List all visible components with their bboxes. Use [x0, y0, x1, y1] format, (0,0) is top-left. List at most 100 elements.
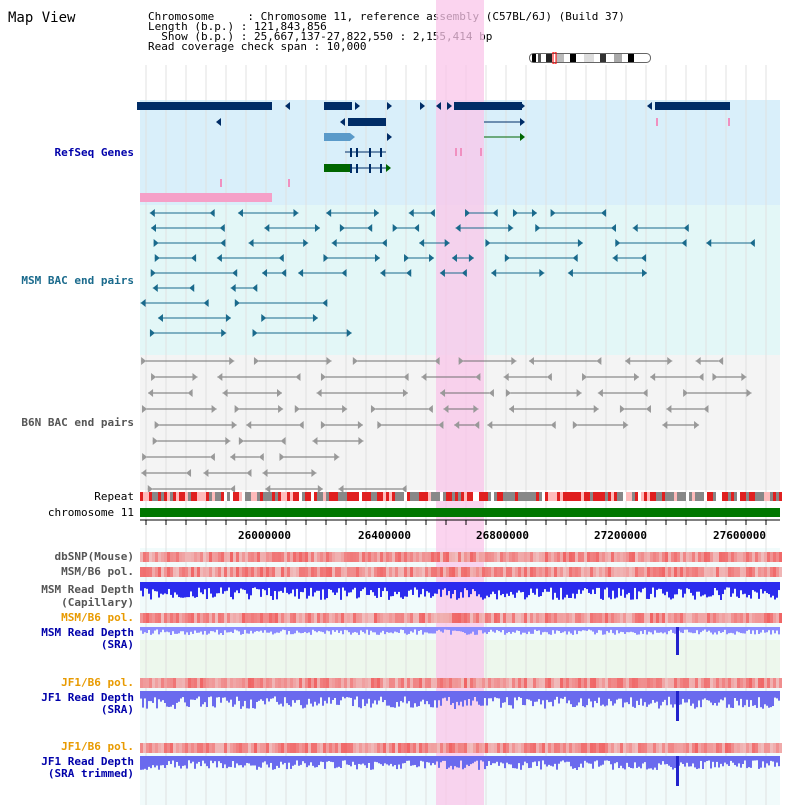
msm-pol-heat — [521, 567, 524, 577]
msm-sra-depth — [482, 627, 484, 634]
dbsnp-heat — [308, 552, 311, 562]
msm-capillary-depth — [438, 582, 440, 590]
jf1-pol-heat — [389, 678, 392, 688]
repeat-block — [773, 492, 776, 501]
track-label-msm-bac[interactable]: MSM BAC end pairs — [21, 274, 134, 287]
track-label-dbsnp[interactable]: dbSNP(Mouse) — [54, 550, 134, 563]
track-label-msm-depth-cap[interactable]: MSM Read Depth — [41, 583, 134, 596]
jf1-trimmed-depth — [540, 756, 542, 770]
dbsnp-heat — [266, 552, 269, 562]
jf1-sra-depth — [422, 691, 424, 700]
track-label-msm-pol[interactable]: MSM/B6 pol. — [61, 565, 134, 578]
jf1-sra-depth — [556, 691, 558, 697]
repeat-block — [683, 492, 686, 501]
jf1-trimmed-depth — [700, 756, 702, 761]
msm-pol-heat — [503, 567, 506, 577]
repeat-block — [611, 492, 614, 501]
msm-capillary-depth — [426, 582, 428, 592]
repeat-block — [623, 492, 626, 501]
jf1-sra-depth — [698, 691, 700, 701]
msm-sra-depth — [688, 627, 690, 633]
msm-pol2-heat — [536, 613, 539, 623]
jf1-pol2-heat — [578, 743, 581, 753]
jf1-sra-depth — [356, 691, 358, 697]
track-label-b6n-bac[interactable]: B6N BAC end pairs — [21, 416, 134, 429]
dbsnp-heat — [737, 552, 740, 562]
msm-capillary-depth — [314, 582, 316, 593]
track-label-msm-pol-2[interactable]: MSM/B6 pol. — [61, 611, 134, 624]
track-label-jf1-depth-sra[interactable]: JF1 Read Depth — [41, 691, 134, 704]
msm-pol-heat — [386, 567, 389, 577]
jf1-pol2-heat — [752, 743, 755, 753]
msm-capillary-depth — [626, 582, 628, 595]
jf1-pol2-heat — [290, 743, 293, 753]
jf1-sra-depth — [188, 691, 190, 707]
jf1-sra-depth — [306, 691, 308, 705]
repeat-block — [710, 492, 713, 501]
msm-pol-heat — [575, 567, 578, 577]
msm-pol-heat — [761, 567, 764, 577]
msm-sra-depth — [642, 627, 644, 634]
gene-arrow-marker — [645, 405, 651, 413]
msm-sra-depth — [700, 627, 702, 633]
msm-pol-heat — [407, 567, 410, 577]
track-label-jf1-depth-trim[interactable]: JF1 Read Depth — [41, 755, 134, 768]
jf1-trimmed-depth — [186, 756, 188, 769]
msm-pol-heat — [329, 567, 332, 577]
jf1-sra-depth — [702, 691, 704, 700]
gene-arrow-marker — [539, 269, 545, 277]
msm-sra-depth — [190, 627, 192, 632]
msm-sra-depth — [562, 627, 564, 633]
jf1-pol-heat — [203, 678, 206, 688]
msm-pol2-heat — [503, 613, 506, 623]
jf1-pol2-heat — [143, 743, 146, 753]
jf1-sra-depth — [382, 691, 384, 703]
jf1-pol2-heat — [149, 743, 152, 753]
jf1-sra-depth — [600, 691, 602, 706]
dbsnp-heat — [233, 552, 236, 562]
msm-sra-depth — [246, 627, 248, 634]
jf1-trimmed-depth — [690, 756, 692, 767]
gene-arrow-marker — [683, 224, 689, 232]
track-label-jf1-pol[interactable]: JF1/B6 pol. — [61, 676, 134, 689]
jf1-pol2-heat — [521, 743, 524, 753]
msm-pol2-heat — [527, 613, 530, 623]
jf1-pol2-heat — [476, 743, 479, 753]
jf1-trimmed-depth — [566, 756, 568, 762]
msm-pol2-heat — [152, 613, 155, 623]
depth-spike — [676, 756, 679, 786]
msm-pol2-heat — [233, 613, 236, 623]
track-label-jf1-pol-2[interactable]: JF1/B6 pol. — [61, 740, 134, 753]
msm-sra-depth — [258, 627, 260, 632]
jf1-trimmed-depth — [496, 756, 498, 762]
repeat-block — [659, 492, 662, 501]
msm-pol2-heat — [248, 613, 251, 623]
length-info: Length (b.p.) : 121,843,856 — [148, 20, 327, 33]
track-label-refseq[interactable]: RefSeq Genes — [54, 146, 134, 159]
track-label-msm-depth-sra[interactable]: MSM Read Depth — [41, 626, 134, 639]
dbsnp-heat — [635, 552, 638, 562]
jf1-sra-depth — [656, 691, 658, 702]
msm-pol2-heat — [734, 613, 737, 623]
jf1-pol2-heat — [239, 743, 242, 753]
jf1-trimmed-depth — [610, 756, 612, 765]
msm-pol-heat — [476, 567, 479, 577]
gene-arrow-marker — [650, 373, 656, 381]
gene-arrow-marker — [316, 389, 322, 397]
msm-capillary-depth — [610, 582, 612, 600]
repeat-block — [179, 492, 182, 501]
gene-arrow-marker — [473, 405, 479, 413]
msm-pol-heat — [512, 567, 515, 577]
msm-pol-heat — [278, 567, 281, 577]
chromosome-ideogram[interactable] — [528, 52, 654, 64]
jf1-pol-heat — [650, 678, 653, 688]
msm-pol2-heat — [749, 613, 752, 623]
msm-pol2-heat — [179, 613, 182, 623]
jf1-pol2-heat — [434, 743, 437, 753]
msm-pol-heat — [542, 567, 545, 577]
msm-sra-depth — [268, 627, 270, 633]
jf1-trimmed-depth — [586, 756, 588, 763]
jf1-trimmed-depth — [644, 756, 646, 763]
jf1-pol-heat — [629, 678, 632, 688]
